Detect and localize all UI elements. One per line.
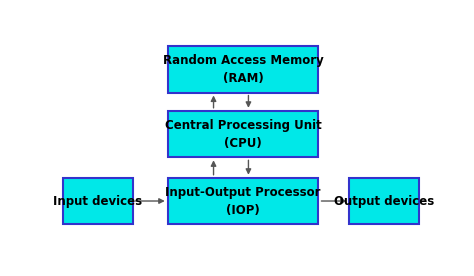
Text: Central Processing Unit
(CPU): Central Processing Unit (CPU)	[164, 119, 321, 150]
Text: Output devices: Output devices	[334, 195, 435, 208]
Text: Input-Output Processor
(IOP): Input-Output Processor (IOP)	[165, 185, 321, 216]
FancyBboxPatch shape	[349, 178, 419, 224]
FancyBboxPatch shape	[168, 46, 318, 93]
Text: Input devices: Input devices	[53, 195, 142, 208]
FancyBboxPatch shape	[168, 178, 318, 224]
FancyBboxPatch shape	[63, 178, 133, 224]
Text: Random Access Memory
(RAM): Random Access Memory (RAM)	[163, 54, 323, 85]
FancyBboxPatch shape	[168, 111, 318, 157]
